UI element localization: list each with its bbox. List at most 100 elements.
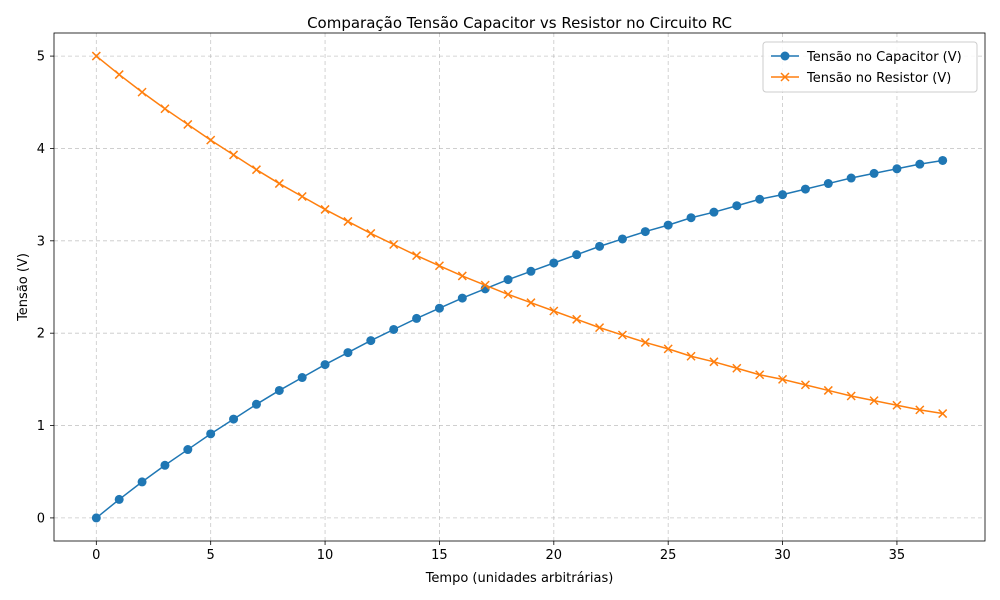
data-point-resistor: [869, 396, 879, 406]
data-point-resistor: [114, 70, 124, 80]
y-tick-label: 5: [37, 50, 45, 65]
data-point-capacitor: [549, 258, 559, 268]
data-point-resistor: [251, 165, 261, 175]
data-point-resistor: [572, 314, 582, 324]
series-capacitor: [91, 155, 948, 523]
data-point-resistor: [526, 298, 536, 308]
data-point-capacitor: [91, 513, 101, 523]
data-point-resistor: [274, 179, 284, 189]
data-point-capacitor: [389, 324, 399, 334]
data-point-capacitor: [274, 385, 284, 395]
data-point-capacitor: [915, 159, 925, 169]
axes-frame: [53, 32, 986, 542]
data-point-capacitor: [595, 241, 605, 251]
y-tick-label: 0: [37, 511, 45, 526]
data-point-resistor: [938, 409, 948, 419]
legend-resistor-label: Tensão no Resistor (V): [806, 71, 951, 86]
data-point-resistor: [480, 280, 490, 290]
data-point-resistor: [892, 400, 902, 410]
data-point-capacitor: [938, 155, 948, 165]
data-point-capacitor: [640, 227, 650, 237]
grid: [54, 33, 985, 541]
data-point-capacitor: [457, 293, 467, 303]
legend-capacitor-marker: [780, 51, 790, 61]
data-point-resistor: [137, 87, 147, 97]
data-point-resistor: [915, 405, 925, 415]
data-point-capacitor: [846, 173, 856, 183]
chart-title: Comparação Tensão Capacitor vs Resistor …: [307, 14, 732, 32]
data-point-resistor: [320, 204, 330, 214]
data-point-resistor: [183, 119, 193, 129]
y-tick-label: 2: [37, 327, 45, 342]
legend: Tensão no Capacitor (V) Tensão no Resist…: [762, 41, 978, 93]
data-point-capacitor: [206, 429, 216, 439]
data-point-capacitor: [229, 414, 239, 424]
data-point-resistor: [800, 380, 810, 390]
x-tick-label: 20: [546, 548, 563, 563]
axis-ticks: 0 5 10 15 20 25 30 35 0 1 2 3 4 5: [37, 50, 905, 563]
data-point-capacitor: [572, 250, 582, 260]
data-point-resistor: [434, 261, 444, 271]
legend-capacitor-label: Tensão no Capacitor (V): [806, 50, 962, 65]
data-point-resistor: [595, 323, 605, 333]
data-point-resistor: [160, 104, 170, 114]
y-tick-label: 3: [37, 234, 45, 249]
x-tick-label: 0: [92, 548, 100, 563]
x-axis-label: Tempo (unidades arbitrárias): [425, 571, 614, 586]
data-point-capacitor: [503, 275, 513, 285]
x-tick-label: 10: [317, 548, 334, 563]
x-tick-label: 5: [207, 548, 215, 563]
data-point-capacitor: [320, 360, 330, 370]
data-point-capacitor: [663, 220, 673, 230]
data-point-resistor: [778, 374, 788, 384]
data-point-capacitor: [823, 179, 833, 189]
data-point-resistor: [549, 306, 559, 316]
data-point-capacitor: [526, 266, 536, 276]
data-point-resistor: [503, 289, 513, 299]
data-point-resistor: [412, 251, 422, 261]
data-point-capacitor: [709, 207, 719, 217]
data-point-capacitor: [686, 213, 696, 223]
x-tick-label: 25: [660, 548, 677, 563]
data-point-capacitor: [617, 234, 627, 244]
x-tick-label: 35: [889, 548, 906, 563]
y-tick-label: 4: [37, 142, 45, 157]
data-point-capacitor: [137, 477, 147, 487]
data-point-capacitor: [343, 348, 353, 358]
data-point-capacitor: [892, 164, 902, 174]
data-point-capacitor: [755, 194, 765, 204]
x-tick-label: 30: [774, 548, 791, 563]
data-point-capacitor: [160, 460, 170, 470]
data-point-capacitor: [114, 494, 124, 504]
data-point-capacitor: [732, 201, 742, 211]
data-point-resistor: [457, 271, 467, 281]
data-point-resistor: [823, 385, 833, 395]
series-layer: [91, 51, 948, 523]
data-point-capacitor: [869, 168, 879, 178]
data-point-capacitor: [778, 190, 788, 200]
data-point-resistor: [343, 216, 353, 226]
data-point-resistor: [663, 344, 673, 354]
data-point-resistor: [91, 51, 101, 61]
y-axis-label: Tensão (V): [16, 253, 31, 322]
data-point-resistor: [640, 337, 650, 347]
data-point-resistor: [206, 135, 216, 145]
data-point-resistor: [617, 330, 627, 340]
series-resistor: [91, 51, 948, 419]
data-point-resistor: [732, 363, 742, 373]
data-point-resistor: [846, 391, 856, 401]
legend-box: [762, 41, 978, 93]
data-point-resistor: [755, 370, 765, 380]
data-point-resistor: [389, 239, 399, 250]
data-point-capacitor: [366, 336, 376, 346]
data-point-resistor: [686, 351, 696, 361]
data-point-resistor: [229, 150, 239, 160]
data-point-capacitor: [183, 445, 193, 455]
data-point-resistor: [297, 191, 307, 202]
x-tick-label: 15: [431, 548, 448, 563]
data-point-capacitor: [412, 313, 422, 323]
data-point-capacitor: [297, 373, 307, 383]
legend-resistor-marker: [780, 72, 790, 82]
